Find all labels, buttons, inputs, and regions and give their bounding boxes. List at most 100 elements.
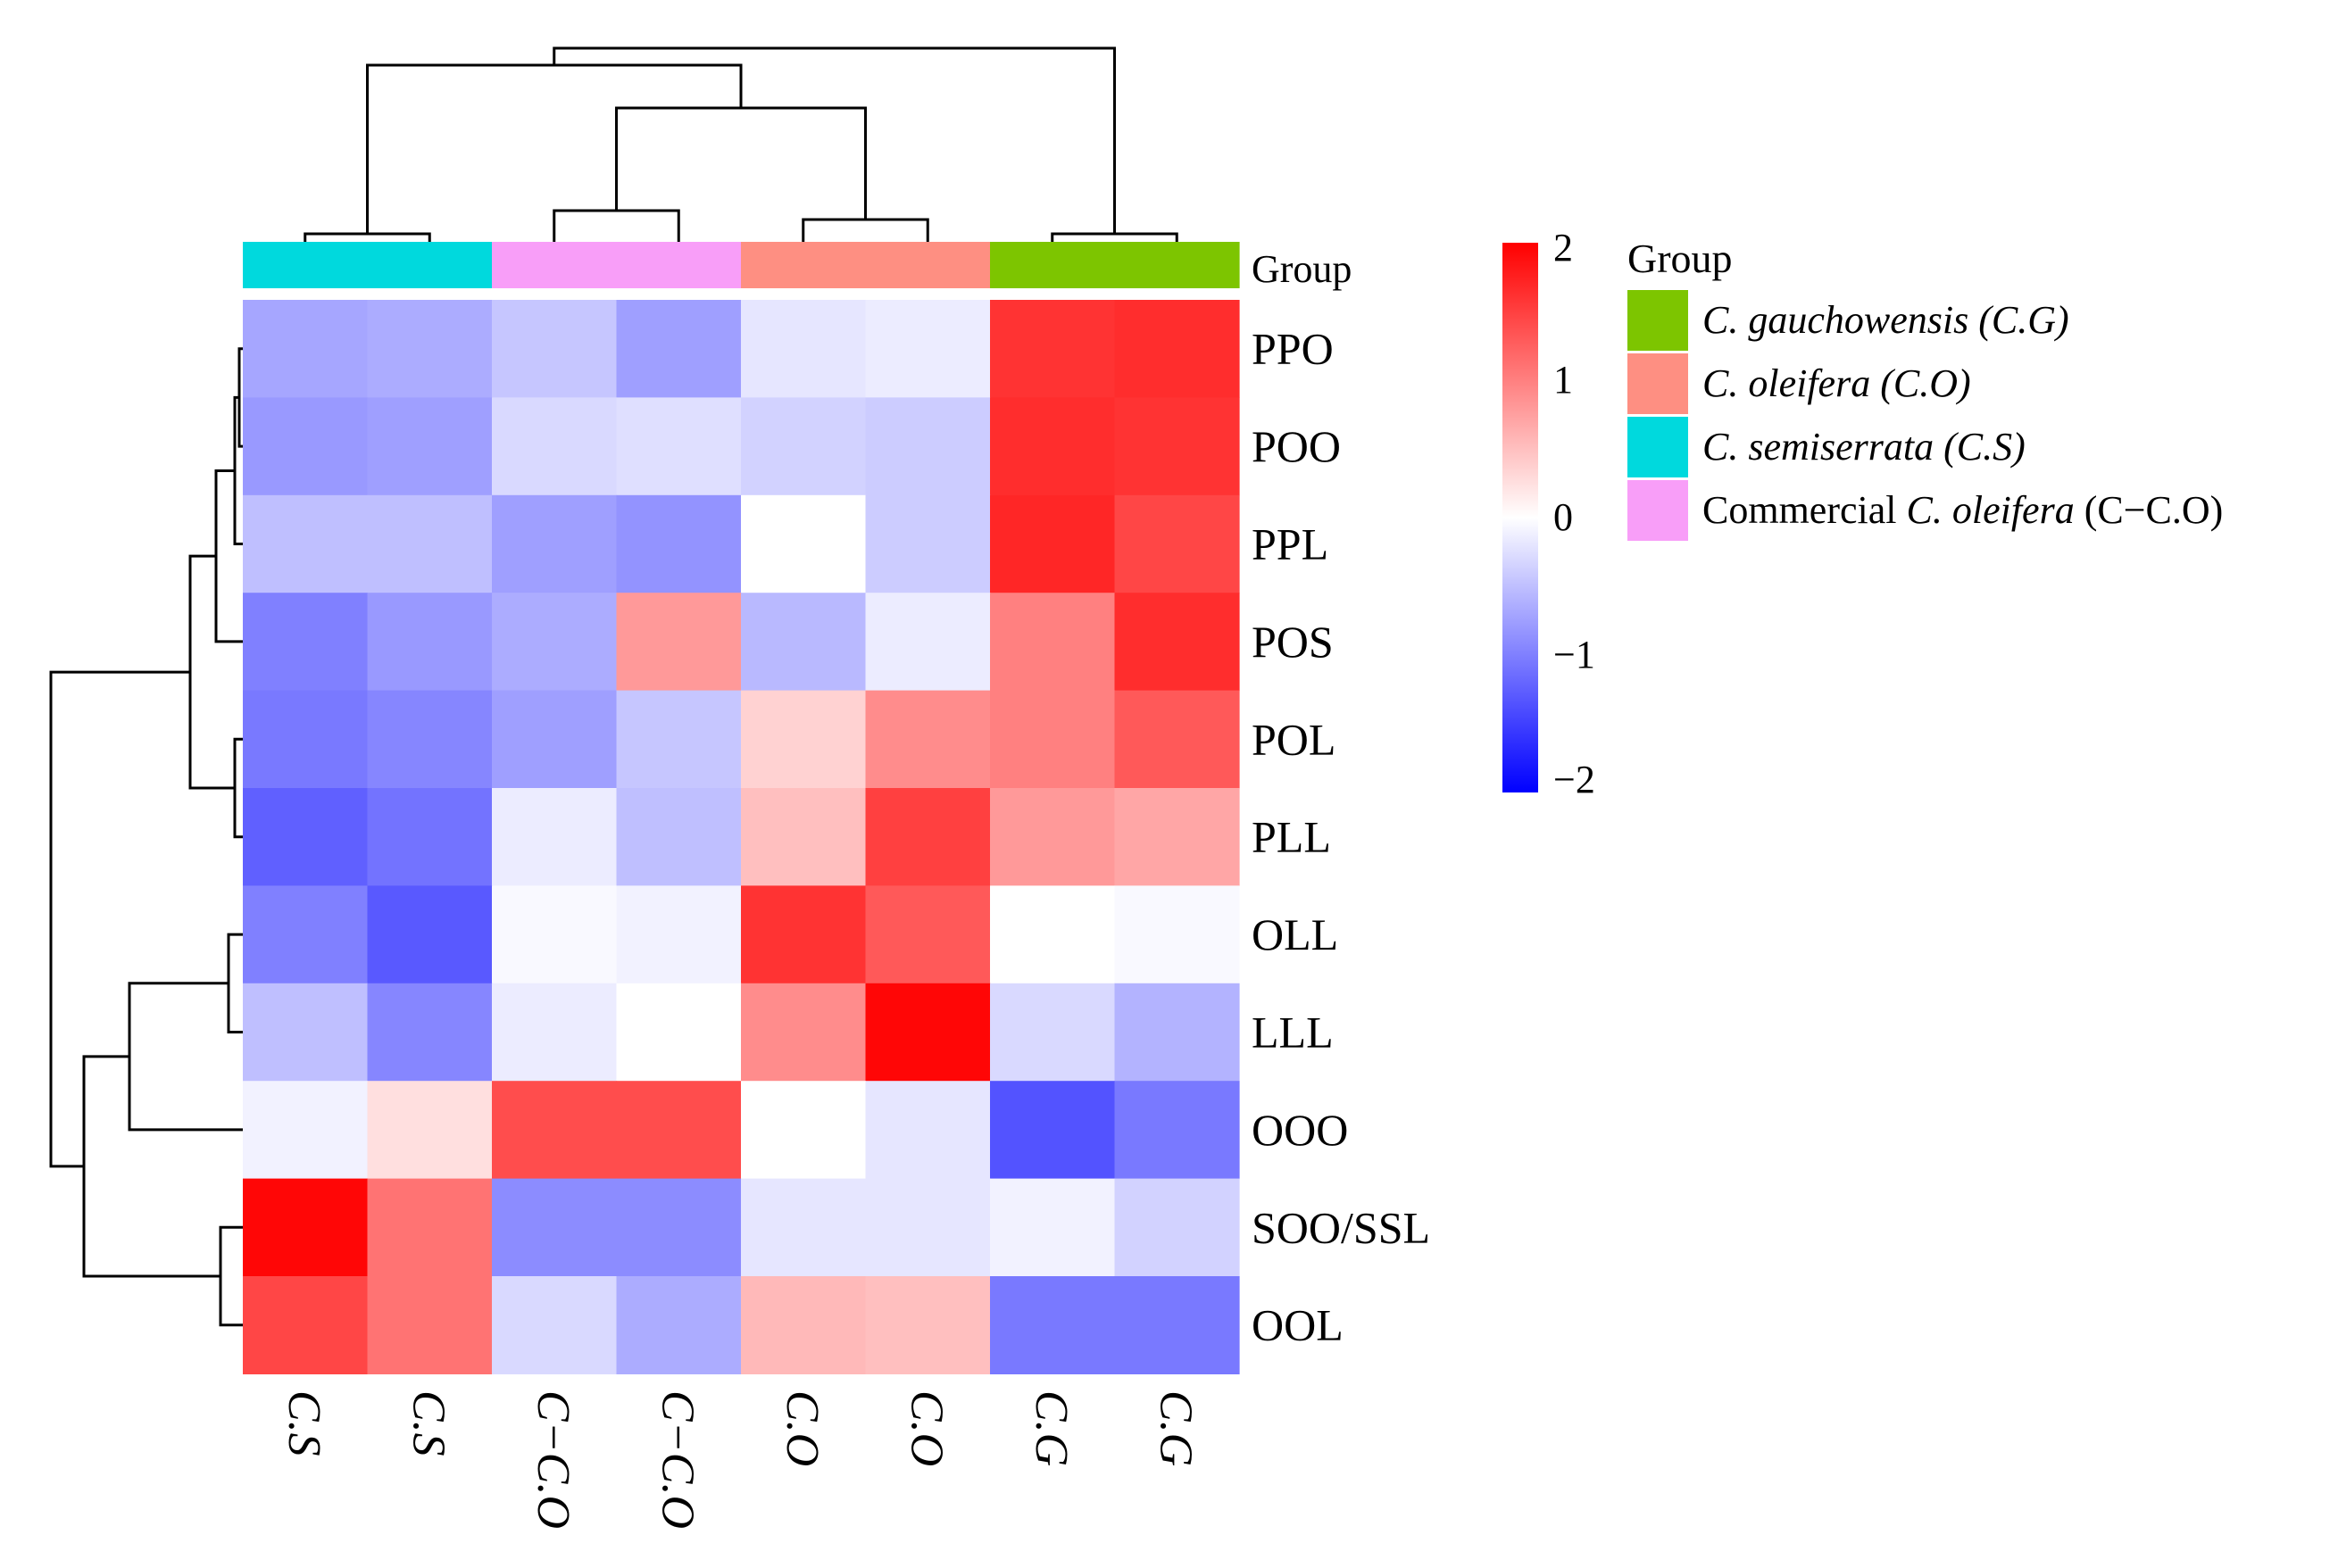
heatmap-cell	[1114, 983, 1240, 1082]
heatmap-cell	[865, 788, 991, 886]
group-legend: Group C. gauchowensis (C.G) C. oleifera (C…	[1627, 236, 2223, 541]
heatmap-cell	[990, 1276, 1116, 1374]
column-labels: C.S C.S C−C.O C−C.O C.O C.O C.G C.G	[279, 1390, 1202, 1529]
color-scale-tick-label: 0	[1553, 495, 1573, 539]
heatmap-cell	[741, 397, 867, 496]
dendrogram-branch	[82, 1055, 220, 1278]
row-label: POO	[1252, 421, 1341, 471]
heatmap-cell	[865, 593, 991, 692]
heatmap-cell	[243, 983, 369, 1082]
heatmap-cell	[1114, 397, 1240, 496]
heatmap-cell	[492, 397, 618, 496]
row-dendrogram	[49, 347, 243, 1327]
color-scale-tick-label: −1	[1553, 633, 1595, 676]
heatmap-cell	[1114, 593, 1240, 692]
heatmap-cell	[1114, 788, 1240, 886]
heatmap-cell	[990, 788, 1116, 886]
heatmap-cell	[492, 1276, 618, 1374]
heatmap-cell	[1114, 1276, 1240, 1374]
heatmap-cell	[492, 983, 618, 1082]
heatmap-cell	[243, 690, 369, 789]
heatmap-cell	[616, 788, 742, 886]
heatmap-cell	[616, 397, 742, 496]
legend-swatch	[1627, 480, 1688, 541]
heatmap-cell	[367, 397, 493, 496]
heatmap-cell	[616, 300, 742, 398]
heatmap-cell	[741, 690, 867, 789]
heatmap-cell	[243, 885, 369, 984]
heatmap-cell	[990, 397, 1116, 496]
heatmap-cell	[865, 690, 991, 789]
heatmap-cell	[990, 494, 1116, 593]
legend-swatch	[1627, 417, 1688, 477]
dendrogram-branch	[366, 63, 743, 234]
column-label: C−C.O	[652, 1390, 703, 1529]
row-labels: PPO POO PPL POS POL PLL OLL LLL OOO SOO/SSL OOL	[1252, 324, 1430, 1350]
heatmap-cell	[367, 494, 493, 593]
heatmap-cell	[990, 983, 1116, 1082]
heatmap-cell	[865, 1276, 991, 1374]
row-label: PPL	[1252, 519, 1328, 569]
column-dendrogram	[304, 46, 1178, 242]
heatmap-cell	[492, 885, 618, 984]
row-label: SOO/SSL	[1252, 1202, 1430, 1252]
heatmap-cell	[492, 593, 618, 692]
heatmap-cell	[1114, 690, 1240, 789]
heatmap-cell	[741, 1276, 867, 1374]
heatmap-cell	[990, 1178, 1116, 1277]
dendrogram-branch	[49, 670, 190, 1168]
heatmap-cell	[243, 397, 369, 496]
row-label: OOL	[1252, 1300, 1344, 1350]
heatmap-cell	[865, 885, 991, 984]
column-label: C.S	[279, 1390, 329, 1456]
heatmap-cell	[492, 690, 618, 789]
heatmap-cell	[367, 300, 493, 398]
heatmap-cell	[367, 1178, 493, 1277]
heatmap-cell	[243, 788, 369, 886]
color-scale-bar	[1502, 243, 1538, 792]
row-label: POL	[1252, 714, 1335, 764]
heatmap-cell	[243, 1276, 369, 1374]
column-label: C.S	[403, 1390, 453, 1456]
heatmap-cell	[492, 1178, 618, 1277]
row-label: PPO	[1252, 324, 1334, 374]
group-annotation-label: Group	[1252, 247, 1352, 291]
group-bar-segment	[865, 242, 991, 288]
heatmap-cell	[367, 1276, 493, 1374]
dendrogram-branch	[237, 347, 243, 448]
color-scale-tick-label: 2	[1553, 226, 1573, 270]
heatmap-cell	[741, 983, 867, 1082]
heatmap-cell	[865, 397, 991, 496]
legend-entry-label: C. gauchowensis (C.G)	[1702, 298, 2069, 342]
heatmap-cell	[865, 494, 991, 593]
legend-entry-label: C. semiserrata (C.S)	[1702, 425, 2026, 469]
heatmap-cell	[741, 494, 867, 593]
heatmap-cell	[990, 593, 1116, 692]
dendrogram-branch	[802, 218, 929, 242]
row-label: OLL	[1252, 909, 1338, 959]
heatmap-cell	[990, 885, 1116, 984]
row-label: LLL	[1252, 1008, 1334, 1058]
dendrogram-branch	[553, 46, 1116, 234]
heatmap-cell	[616, 690, 742, 789]
heatmap-cell	[492, 1081, 618, 1180]
heatmap-cell	[492, 788, 618, 886]
heatmap-cell	[1114, 300, 1240, 398]
heatmap-cell	[990, 1081, 1116, 1180]
dendrogram-branch	[219, 1225, 243, 1327]
group-bar-segment	[990, 242, 1116, 288]
heatmap-cell	[616, 1178, 742, 1277]
dendrogram-branch	[214, 469, 243, 643]
legend-swatch	[1627, 290, 1688, 351]
heatmap-cell	[243, 494, 369, 593]
dendrogram-branch	[615, 106, 867, 220]
heatmap-cell	[741, 1081, 867, 1180]
group-bar-segment	[492, 242, 618, 288]
legend-title: Group	[1627, 236, 1733, 281]
heatmap-cell	[367, 788, 493, 886]
column-label: C−C.O	[528, 1390, 578, 1529]
heatmap-cell	[616, 494, 742, 593]
group-annotation-bar	[243, 242, 1240, 288]
heatmap-cell	[616, 983, 742, 1082]
